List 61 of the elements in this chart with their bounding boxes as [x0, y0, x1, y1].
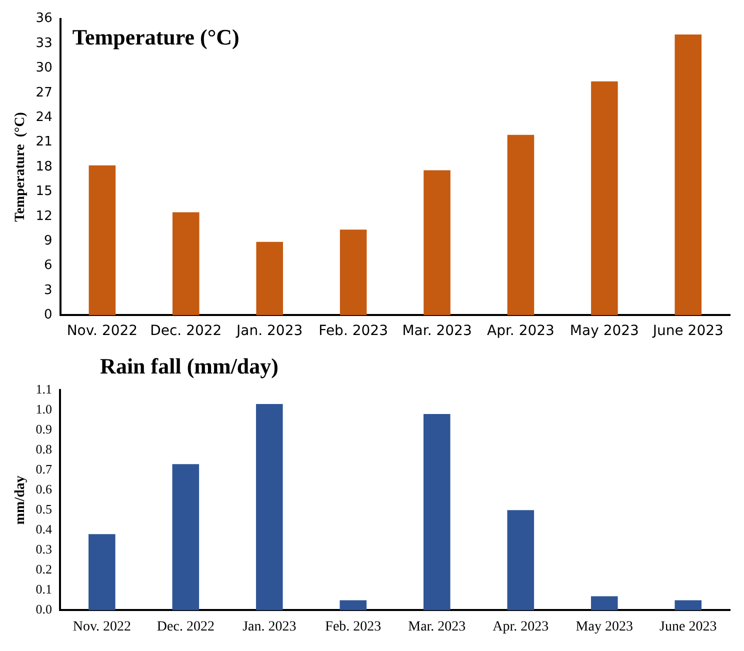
y-tick-label: 27: [36, 85, 52, 100]
bar: [424, 170, 450, 316]
y-tick-label: 3: [44, 282, 52, 298]
x-tick-label: June 2023: [652, 323, 724, 340]
x-tick-label: Nov. 2022: [66, 323, 138, 340]
x-tick-label: Apr. 2023: [492, 619, 549, 634]
y-tick-label: 12: [36, 208, 52, 224]
y-tick-label: 0.1: [36, 582, 52, 597]
bar: [256, 404, 283, 610]
y-tick-label: 0.5: [36, 502, 52, 517]
bar: [424, 414, 450, 610]
bar: [507, 510, 534, 610]
y-tick-label: 18: [36, 159, 52, 174]
bar: [88, 534, 116, 610]
y-tick-label: 1.0: [36, 401, 52, 416]
y-tick-label: 1.1: [36, 381, 52, 396]
x-tick-label: Nov. 2022: [72, 619, 132, 634]
y-axis-title: Temperature (°C): [13, 112, 28, 222]
x-tick-label: Jan. 2023: [236, 323, 303, 340]
y-tick-label: 0.9: [36, 421, 52, 436]
x-tick-label: June 2023: [660, 619, 717, 634]
y-tick-label: 0.4: [36, 522, 53, 537]
chart-title: Rain fall (mm/day): [100, 354, 279, 379]
bar: [340, 600, 367, 610]
x-tick-label: Mar. 2023: [402, 323, 472, 340]
y-tick-label: 0.2: [36, 562, 52, 577]
y-tick-label: 36: [36, 11, 52, 26]
y-tick-label: 0.6: [36, 482, 53, 497]
y-tick-label: 0.0: [36, 602, 52, 617]
y-tick-label: 30: [36, 60, 52, 76]
x-tick-label: Mar. 2023: [408, 619, 466, 634]
x-tick-label: Jan. 2023: [242, 619, 296, 634]
y-tick-label: 15: [36, 184, 52, 200]
y-tick-label: 33: [36, 36, 52, 51]
x-tick-label: Feb. 2023: [318, 323, 388, 340]
bar: [674, 34, 702, 316]
y-tick-label: 0.3: [36, 542, 52, 557]
bar: [256, 242, 284, 316]
y-tick-label: 0.8: [36, 441, 52, 456]
bar: [507, 134, 534, 316]
bar: [340, 230, 367, 316]
y-tick-label: 21: [36, 134, 52, 150]
y-tick-label: 0: [44, 308, 52, 323]
bar: [674, 600, 702, 610]
chart-title: Temperature (°C): [72, 24, 240, 50]
x-tick-label: Dec. 2022: [150, 323, 222, 340]
x-tick-label: Feb. 2023: [325, 619, 382, 634]
bar: [172, 464, 200, 610]
bar: [590, 596, 618, 610]
y-tick-label: 24: [36, 110, 52, 125]
x-tick-label: May 2023: [570, 323, 639, 340]
x-tick-label: May 2023: [576, 619, 633, 634]
y-axis-title: mm/day: [13, 476, 28, 525]
y-tick-label: 6: [44, 258, 52, 274]
bar: [591, 81, 618, 316]
bar: [172, 212, 200, 316]
y-tick-label: 9: [44, 233, 52, 248]
x-tick-label: Dec. 2022: [156, 619, 214, 634]
bar: [88, 165, 116, 316]
y-tick-label: 0.7: [36, 461, 53, 476]
x-tick-label: Apr. 2023: [486, 323, 554, 340]
